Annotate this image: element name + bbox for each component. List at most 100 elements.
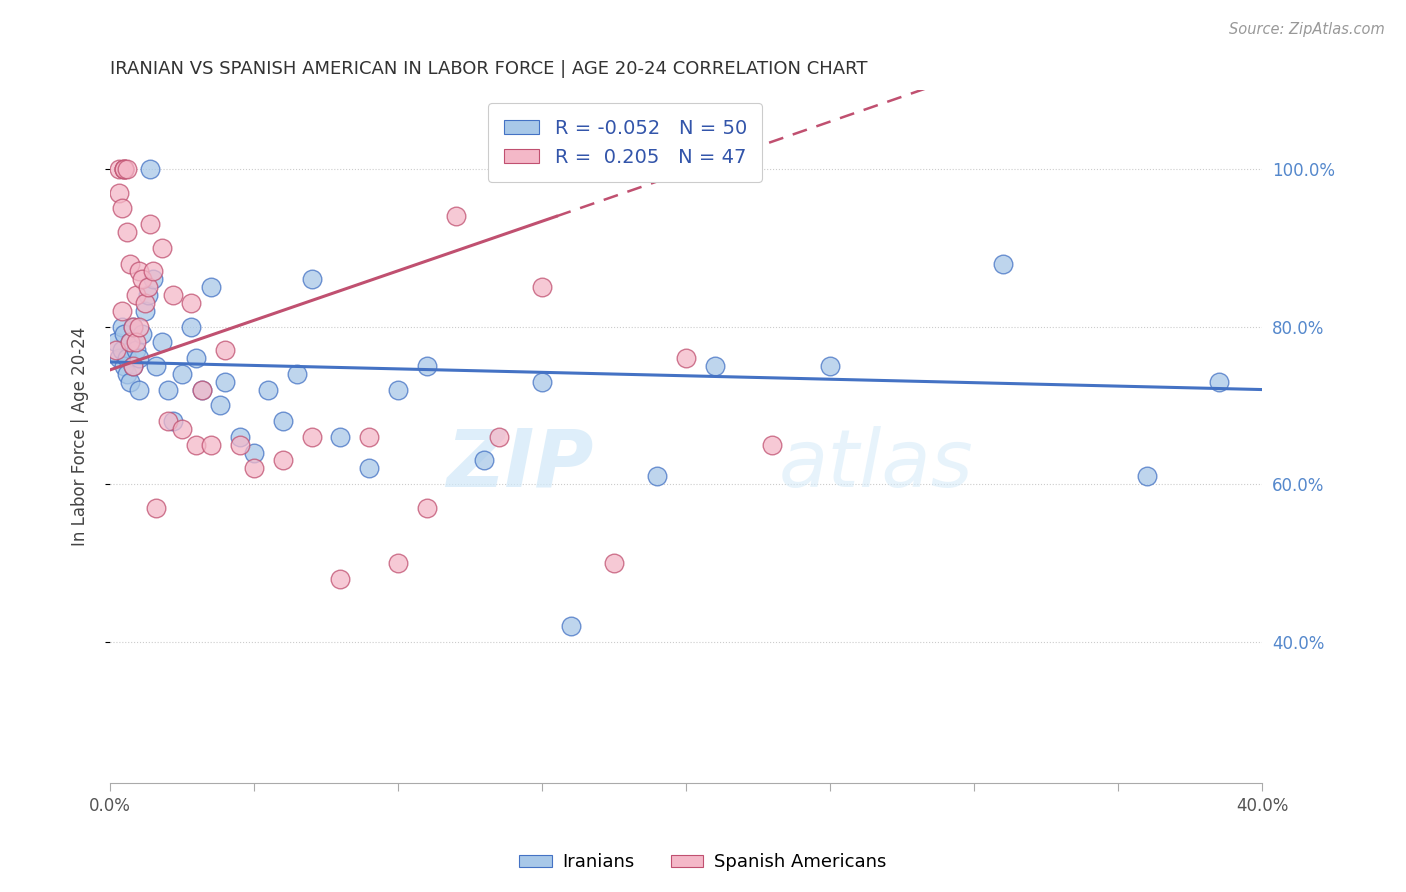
Point (488, 430, 510, 444)
Point (761, 438, 783, 452)
Point (120, 335, 142, 350)
Point (104, 343, 127, 358)
Point (991, 256, 1014, 270)
Point (180, 319, 202, 334)
Point (134, 303, 156, 318)
Point (560, 619, 582, 633)
Point (107, 161, 129, 176)
Point (120, 375, 142, 389)
Point (162, 414, 184, 428)
Point (150, 241, 173, 255)
Point (180, 296, 202, 310)
Point (359, 430, 381, 444)
Point (675, 351, 697, 365)
Point (387, 383, 409, 397)
Point (156, 414, 179, 428)
Point (271, 414, 294, 428)
Point (243, 461, 266, 475)
Legend: Iranians, Spanish Americans: Iranians, Spanish Americans (512, 847, 894, 879)
Point (125, 343, 148, 358)
Point (257, 383, 280, 397)
Point (114, 161, 136, 176)
Point (114, 327, 136, 342)
Point (359, 461, 381, 475)
Point (117, 351, 139, 365)
Point (114, 161, 136, 176)
Point (128, 264, 150, 278)
Point (1136, 469, 1159, 483)
Point (122, 319, 145, 334)
Point (531, 375, 554, 389)
Point (131, 272, 153, 286)
Point (114, 359, 136, 373)
Point (703, 359, 725, 373)
Point (271, 453, 294, 467)
Point (142, 272, 165, 286)
Point (117, 367, 139, 381)
Point (114, 161, 136, 176)
Point (444, 209, 467, 223)
Point (107, 186, 129, 200)
Point (150, 335, 173, 350)
Point (186, 351, 208, 365)
Text: Source: ZipAtlas.com: Source: ZipAtlas.com (1229, 22, 1385, 37)
Point (416, 359, 439, 373)
Point (110, 343, 132, 358)
Point (110, 202, 132, 216)
Point (170, 422, 193, 436)
Point (200, 438, 222, 452)
Legend: R = -0.052   N = 50, R =  0.205   N = 47: R = -0.052 N = 50, R = 0.205 N = 47 (488, 103, 762, 182)
Point (645, 469, 668, 483)
Point (191, 383, 214, 397)
Point (136, 288, 159, 302)
Point (301, 430, 323, 444)
Text: IRANIAN VS SPANISH AMERICAN IN LABOR FORCE | AGE 20-24 CORRELATION CHART: IRANIAN VS SPANISH AMERICAN IN LABOR FOR… (110, 60, 868, 78)
Point (134, 296, 156, 310)
Point (162, 288, 184, 302)
Point (110, 319, 132, 334)
Point (107, 351, 129, 365)
Point (156, 383, 179, 397)
Point (228, 430, 250, 444)
Point (200, 280, 222, 294)
Y-axis label: In Labor Force | Age 20-24: In Labor Force | Age 20-24 (72, 327, 89, 547)
Point (139, 217, 162, 231)
Point (139, 161, 162, 176)
Point (136, 280, 159, 294)
Point (117, 225, 139, 239)
Point (531, 280, 554, 294)
Point (117, 161, 139, 176)
Point (603, 556, 626, 570)
Point (110, 303, 132, 318)
Point (125, 335, 148, 350)
Point (120, 335, 142, 350)
Point (122, 359, 145, 373)
Point (128, 383, 150, 397)
Point (186, 438, 208, 452)
Point (228, 438, 250, 452)
Point (122, 319, 145, 334)
Text: ZIP: ZIP (447, 425, 593, 504)
Point (818, 359, 841, 373)
Point (122, 359, 145, 373)
Point (301, 272, 323, 286)
Point (416, 500, 439, 515)
Point (125, 288, 148, 302)
Point (387, 556, 409, 570)
Point (208, 398, 231, 412)
Point (145, 500, 167, 515)
Point (128, 319, 150, 334)
Point (191, 383, 214, 397)
Point (128, 351, 150, 365)
Point (104, 335, 127, 350)
Point (243, 445, 266, 459)
Point (120, 256, 142, 270)
Point (1208, 375, 1230, 389)
Point (474, 453, 496, 467)
Text: atlas: atlas (778, 425, 973, 504)
Point (214, 375, 236, 389)
Point (170, 367, 193, 381)
Point (214, 343, 236, 358)
Point (329, 572, 352, 586)
Point (145, 359, 167, 373)
